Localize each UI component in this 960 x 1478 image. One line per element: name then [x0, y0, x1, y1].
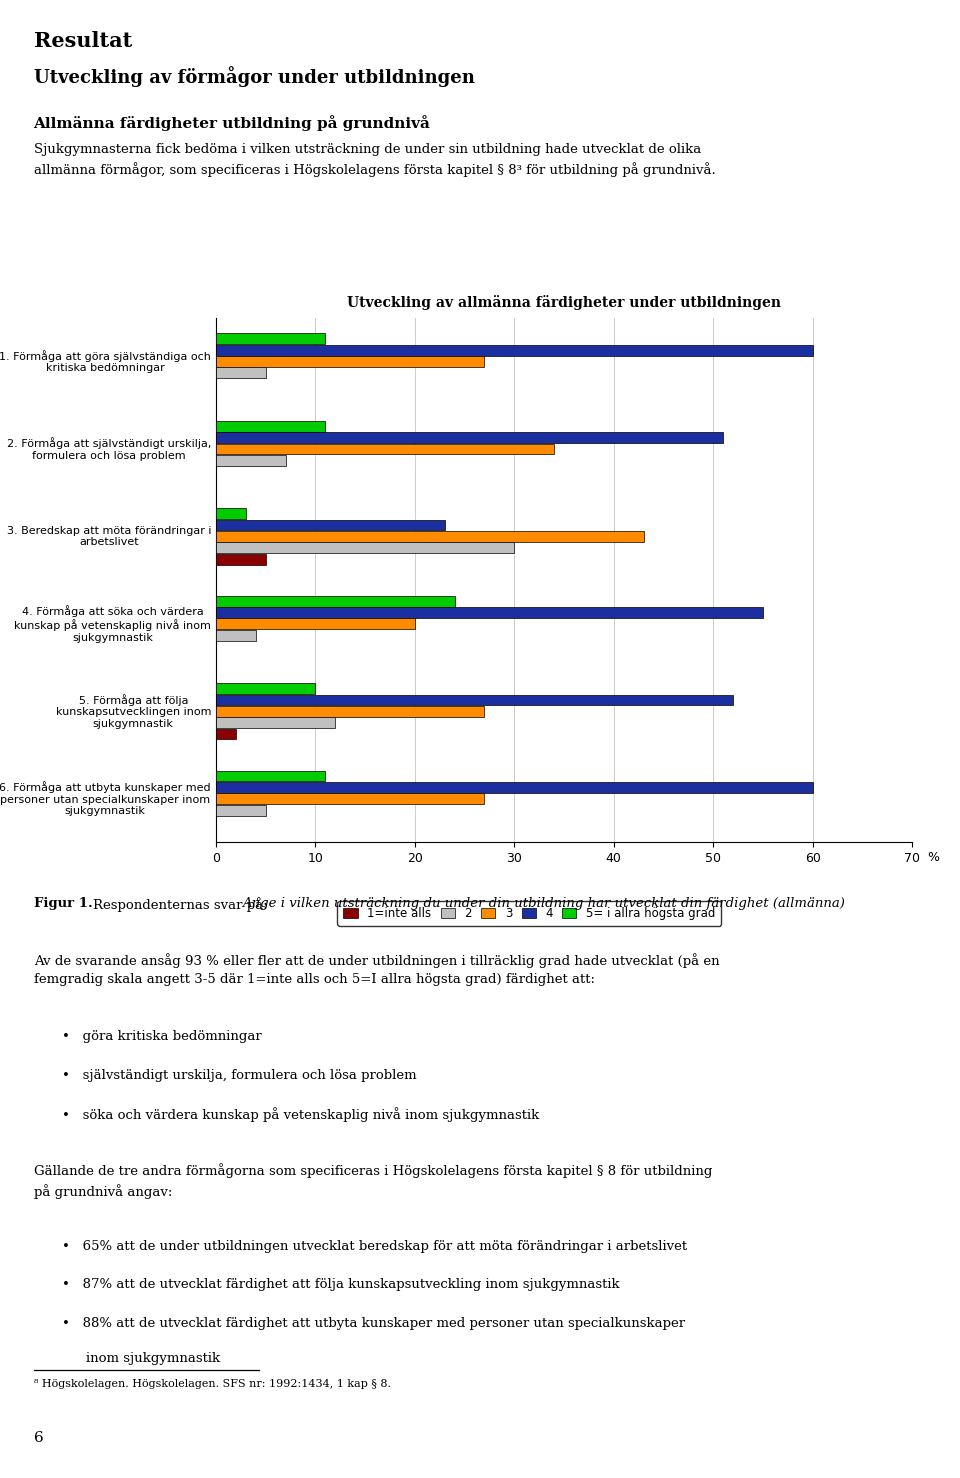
- Text: 4. Förmåga att söka och värdera
kunskap på vetenskaplig nivå inom
sjukgymnastik: 4. Förmåga att söka och värdera kunskap …: [14, 605, 211, 643]
- Title: Utveckling av allmänna färdigheter under utbildningen: Utveckling av allmänna färdigheter under…: [347, 294, 781, 310]
- Text: Gällande de tre andra förmågorna som specificeras i Högskolelagens första kapite: Gällande de tre andra förmågorna som spe…: [34, 1163, 712, 1199]
- Text: Allmänna färdigheter utbildning på grundnivå: Allmänna färdigheter utbildning på grund…: [34, 115, 430, 132]
- Text: 3. Beredskap att möta förändringar i
arbetslivet: 3. Beredskap att möta förändringar i arb…: [7, 526, 211, 547]
- Bar: [216, 455, 286, 466]
- Text: Respondenternas svar på:: Respondenternas svar på:: [93, 897, 272, 912]
- Bar: [216, 706, 485, 717]
- Bar: [216, 596, 455, 606]
- Text: Utveckling av förmågor under utbildningen: Utveckling av förmågor under utbildninge…: [34, 67, 474, 87]
- Text: •   självständigt urskilja, formulera och lösa problem: • självständigt urskilja, formulera och …: [62, 1069, 417, 1082]
- Bar: [216, 607, 763, 618]
- Bar: [216, 508, 246, 519]
- Bar: [216, 344, 812, 356]
- Bar: [216, 334, 325, 344]
- Bar: [216, 368, 266, 378]
- Text: Ange i vilken utsträckning du under din utbildning har utvecklat din färdighet (: Ange i vilken utsträckning du under din …: [242, 897, 845, 910]
- Bar: [216, 770, 325, 782]
- Bar: [216, 804, 266, 816]
- Bar: [216, 794, 485, 804]
- Bar: [216, 630, 255, 640]
- Bar: [216, 782, 812, 792]
- Text: 2. Förmåga att självständigt urskilja,
formulera och lösa problem: 2. Förmåga att självständigt urskilja, f…: [7, 437, 211, 461]
- Text: Resultat: Resultat: [34, 31, 132, 52]
- Bar: [216, 542, 515, 553]
- Text: •   söka och värdera kunskap på vetenskaplig nivå inom sjukgymnastik: • söka och värdera kunskap på vetenskapl…: [62, 1107, 540, 1122]
- Bar: [216, 717, 335, 729]
- Text: 6: 6: [34, 1432, 43, 1445]
- Text: •   87% att de utvecklat färdighet att följa kunskapsutveckling inom sjukgymnast: • 87% att de utvecklat färdighet att föl…: [62, 1278, 620, 1292]
- Text: Figur 1.: Figur 1.: [34, 897, 92, 910]
- Text: 6. Förmåga att utbyta kunskaper med
personer utan specialkunskaper inom
sjukgymn: 6. Förmåga att utbyta kunskaper med pers…: [0, 782, 211, 816]
- Bar: [216, 520, 444, 531]
- Bar: [216, 432, 723, 443]
- Bar: [216, 531, 643, 542]
- Bar: [216, 729, 236, 739]
- Bar: [216, 356, 485, 367]
- Text: %: %: [927, 851, 939, 865]
- Bar: [216, 695, 733, 705]
- Bar: [216, 618, 415, 630]
- Text: 5. Förmåga att följa
kunskapsutvecklingen inom
sjukgymnastik: 5. Förmåga att följa kunskapsutvecklinge…: [56, 693, 211, 729]
- Bar: [216, 421, 325, 432]
- Bar: [216, 683, 316, 695]
- Text: •   göra kritiska bedömningar: • göra kritiska bedömningar: [62, 1030, 262, 1043]
- Text: •   65% att de under utbildningen utvecklat beredskap för att möta förändringar : • 65% att de under utbildningen utveckla…: [62, 1240, 687, 1253]
- Text: inom sjukgymnastik: inom sjukgymnastik: [86, 1352, 221, 1366]
- Bar: [216, 443, 554, 454]
- Legend: 1=inte alls, 2, 3, 4, 5= i allra högsta grad: 1=inte alls, 2, 3, 4, 5= i allra högsta …: [338, 900, 721, 925]
- Text: Av de svarande ansåg 93 % eller fler att de under utbildningen i tillräcklig gra: Av de svarande ansåg 93 % eller fler att…: [34, 953, 719, 986]
- Bar: [216, 554, 266, 565]
- Text: Sjukgymnasterna fick bedöma i vilken utsträckning de under sin utbildning hade u: Sjukgymnasterna fick bedöma i vilken uts…: [34, 143, 715, 177]
- Text: •   88% att de utvecklat färdighet att utbyta kunskaper med personer utan specia: • 88% att de utvecklat färdighet att utb…: [62, 1317, 685, 1330]
- Text: ⁸ Högskolelagen. Högskolelagen. SFS nr: 1992:1434, 1 kap § 8.: ⁸ Högskolelagen. Högskolelagen. SFS nr: …: [34, 1379, 391, 1389]
- Text: 1. Förmåga att göra självständiga och
kritiska bedömningar: 1. Förmåga att göra självständiga och kr…: [0, 350, 211, 374]
